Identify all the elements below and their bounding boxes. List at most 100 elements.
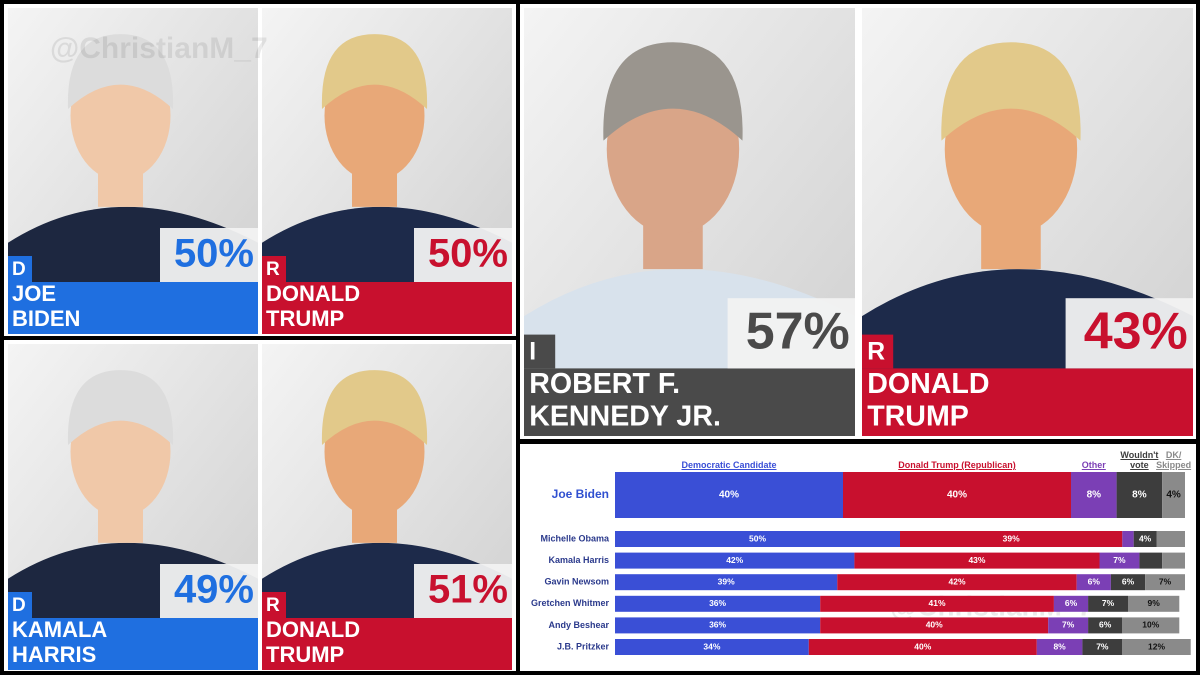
candidate-name: TRUMP <box>266 306 344 331</box>
bar-segment <box>615 472 843 518</box>
value-label: 40% <box>926 620 943 630</box>
candidate-name: KAMALA <box>12 617 107 642</box>
party-letter: I <box>529 338 536 365</box>
bar-segment <box>1122 617 1180 634</box>
value-label: 42% <box>726 555 743 565</box>
bar-segment <box>1053 595 1089 612</box>
value-label: 36% <box>709 598 726 608</box>
party-box <box>862 334 894 369</box>
vote-share: 51% <box>428 568 508 612</box>
candidate-name: DONALD <box>266 281 360 306</box>
party-box <box>262 592 286 618</box>
value-label: 6% <box>1065 598 1078 608</box>
bar-segment <box>615 617 821 634</box>
value-label: 12% <box>1148 641 1165 651</box>
bar-segment <box>1128 595 1180 612</box>
candidate-name: DONALD <box>867 368 989 400</box>
value-label: 10% <box>1142 620 1159 630</box>
bar-segment <box>900 531 1123 547</box>
share-box <box>414 228 512 282</box>
bar-segment <box>1076 574 1111 591</box>
candidate-name: TRUMP <box>867 400 969 432</box>
candidate-name: KENNEDY JR. <box>529 400 721 432</box>
name-band <box>862 368 1193 436</box>
bar-segment <box>854 552 1100 569</box>
legend-entry: Other <box>1081 460 1106 470</box>
party-box <box>8 256 32 282</box>
value-label: 8% <box>1087 490 1102 501</box>
bar-segment <box>1133 531 1157 547</box>
value-label: 40% <box>719 490 739 501</box>
legend-entry: Wouldn't vote <box>1120 450 1159 470</box>
share-box <box>160 228 258 282</box>
category-label: J.B. Pritzker <box>557 641 610 651</box>
value-label: 7% <box>1102 598 1115 608</box>
bar-segment <box>1099 552 1140 569</box>
value-label: 43% <box>968 555 985 565</box>
party-letter: R <box>867 338 885 365</box>
bar-segment <box>615 595 821 612</box>
category-label: Andy Beshear <box>548 620 609 630</box>
share-box <box>414 564 512 618</box>
value-label: 9% <box>1148 598 1161 608</box>
bar-segment <box>1139 552 1163 569</box>
vote-share: 57% <box>746 302 850 360</box>
value-label: 4% <box>1139 533 1152 543</box>
share-box <box>727 298 855 369</box>
party-letter: R <box>266 595 280 616</box>
hair <box>941 42 1081 141</box>
candidate-name: HARRIS <box>12 642 96 667</box>
share-box <box>1065 298 1193 369</box>
legend-entry: Democratic Candidate <box>681 460 777 470</box>
value-label: 41% <box>929 598 946 608</box>
hair <box>603 42 743 141</box>
party-box <box>262 256 286 282</box>
value-label: 7% <box>1113 555 1126 565</box>
bar-segment <box>808 639 1037 655</box>
bar-segment <box>1116 472 1163 518</box>
value-label: 6% <box>1088 576 1101 586</box>
value-label: 7% <box>1096 641 1109 651</box>
hair <box>321 34 428 110</box>
name-band <box>8 282 258 334</box>
candidate-name: ROBERT F. <box>529 368 680 400</box>
value-label: 8% <box>1132 490 1147 501</box>
name-band <box>262 282 512 334</box>
legend-entry: DK/ Skipped <box>1156 450 1192 470</box>
value-label: 36% <box>709 620 726 630</box>
bar-segment <box>1088 617 1123 634</box>
value-label: 7% <box>1159 576 1172 586</box>
bar-segment <box>843 472 1071 518</box>
legend-entry: Donald Trump (Republican) <box>898 460 1016 470</box>
value-label: 7% <box>1062 620 1075 630</box>
bar-segment <box>1145 574 1185 591</box>
hair <box>67 370 174 446</box>
category-label: Gavin Newsom <box>544 577 609 587</box>
value-label: 8% <box>1053 641 1066 651</box>
candidate-name: TRUMP <box>266 642 344 667</box>
bar-segment <box>1088 595 1128 612</box>
category-label: Gretchen Whitmer <box>531 598 610 608</box>
value-label: 6% <box>1122 576 1135 586</box>
value-label: 39% <box>1003 533 1020 543</box>
bar-segment <box>1082 639 1123 655</box>
party-box <box>524 334 556 369</box>
vote-share: 43% <box>1084 302 1188 360</box>
bar-segment <box>615 639 809 655</box>
share-box <box>160 564 258 618</box>
party-letter: R <box>266 259 280 280</box>
name-band <box>524 368 855 436</box>
bar-segment <box>1048 617 1089 634</box>
bar-segment <box>1122 639 1191 655</box>
bar-segment <box>1156 531 1185 547</box>
category-label: Joe Biden <box>552 487 609 501</box>
value-label: 42% <box>948 576 965 586</box>
bar-segment <box>1122 531 1134 547</box>
bar-segment <box>820 595 1054 612</box>
candidate-name: BIDEN <box>12 306 80 331</box>
candidate-name: JOE <box>12 281 56 306</box>
vote-share: 50% <box>428 232 508 276</box>
category-label: Michelle Obama <box>540 533 610 543</box>
value-label: 40% <box>947 490 967 501</box>
bar-segment <box>1162 472 1185 518</box>
